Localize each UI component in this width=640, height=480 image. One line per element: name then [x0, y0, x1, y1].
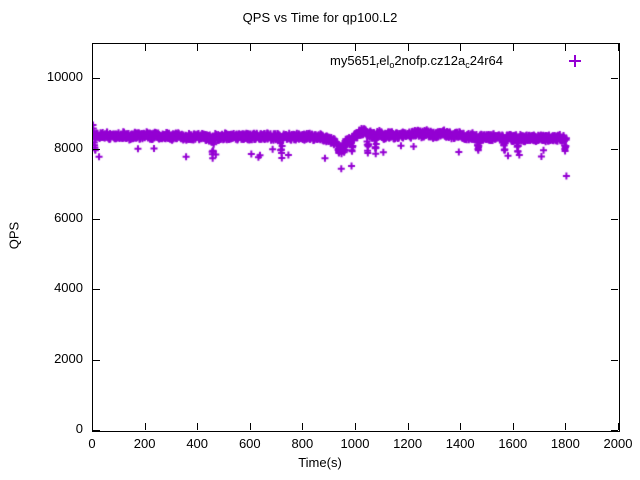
plot-area — [92, 43, 620, 432]
y-tick-mark — [93, 430, 100, 431]
y-tick-mark — [611, 218, 618, 220]
x-tick-mark — [407, 423, 409, 430]
x-tick-mark — [302, 423, 304, 430]
x-tick-label: 400 — [186, 436, 209, 451]
y-tick-mark — [93, 289, 100, 291]
y-tick-mark — [93, 218, 100, 220]
x-tick-mark — [355, 44, 356, 51]
x-tick-mark — [407, 44, 409, 51]
y-tick-mark — [611, 78, 618, 80]
x-tick-mark — [618, 423, 619, 430]
y-tick-label: 10000 — [46, 69, 83, 85]
x-tick-label: 1000 — [340, 436, 370, 451]
x-tick-mark — [92, 423, 93, 430]
x-axis-label: Time(s) — [298, 455, 342, 470]
x-tick-mark — [92, 44, 93, 51]
y-tick-label: 6000 — [54, 209, 83, 225]
x-tick-label: 200 — [133, 436, 156, 451]
x-tick-mark — [355, 423, 356, 430]
legend-marker-plus-icon — [569, 55, 581, 67]
x-tick-mark — [302, 44, 304, 51]
x-tick-mark — [249, 44, 251, 51]
y-tick-label: 4000 — [54, 280, 83, 296]
x-tick-mark — [460, 423, 462, 430]
x-tick-mark — [618, 44, 619, 51]
y-tick-label: 8000 — [54, 139, 83, 155]
y-axis-label: QPS — [6, 221, 22, 250]
x-tick-label: 1800 — [550, 436, 580, 451]
x-tick-mark — [249, 423, 251, 430]
x-tick-mark — [197, 423, 199, 430]
x-tick-mark — [144, 44, 146, 51]
chart-title: QPS vs Time for qp100.L2 — [242, 10, 398, 25]
x-tick-mark — [512, 44, 514, 51]
x-tick-label: 600 — [238, 436, 261, 451]
x-tick-mark — [144, 423, 146, 430]
x-tick-label: 1600 — [498, 436, 528, 451]
x-tick-label: 2000 — [603, 436, 633, 451]
legend: my5651relo2nofp.cz12ac24r64 — [330, 50, 503, 70]
y-tick-mark — [93, 359, 100, 361]
y-tick-mark — [611, 359, 618, 361]
y-tick-label: 2000 — [54, 350, 83, 366]
y-tick-mark — [611, 430, 618, 431]
x-tick-mark — [197, 44, 199, 51]
x-tick-mark — [565, 423, 567, 430]
scatter-series-canvas — [93, 44, 619, 431]
y-tick-mark — [93, 148, 100, 150]
y-tick-mark — [611, 289, 618, 291]
x-tick-label: 800 — [291, 436, 314, 451]
x-tick-mark — [512, 423, 514, 430]
legend-entry-label: my5651relo2nofp.cz12ac24r64 — [330, 52, 503, 70]
y-tick-mark — [93, 78, 100, 80]
x-tick-label: 0 — [88, 436, 96, 451]
x-tick-label: 1200 — [393, 436, 423, 451]
y-tick-mark — [611, 148, 618, 150]
x-tick-mark — [460, 44, 462, 51]
x-tick-label: 1400 — [445, 436, 475, 451]
x-tick-mark — [565, 44, 567, 51]
y-tick-label: 0 — [75, 421, 83, 436]
